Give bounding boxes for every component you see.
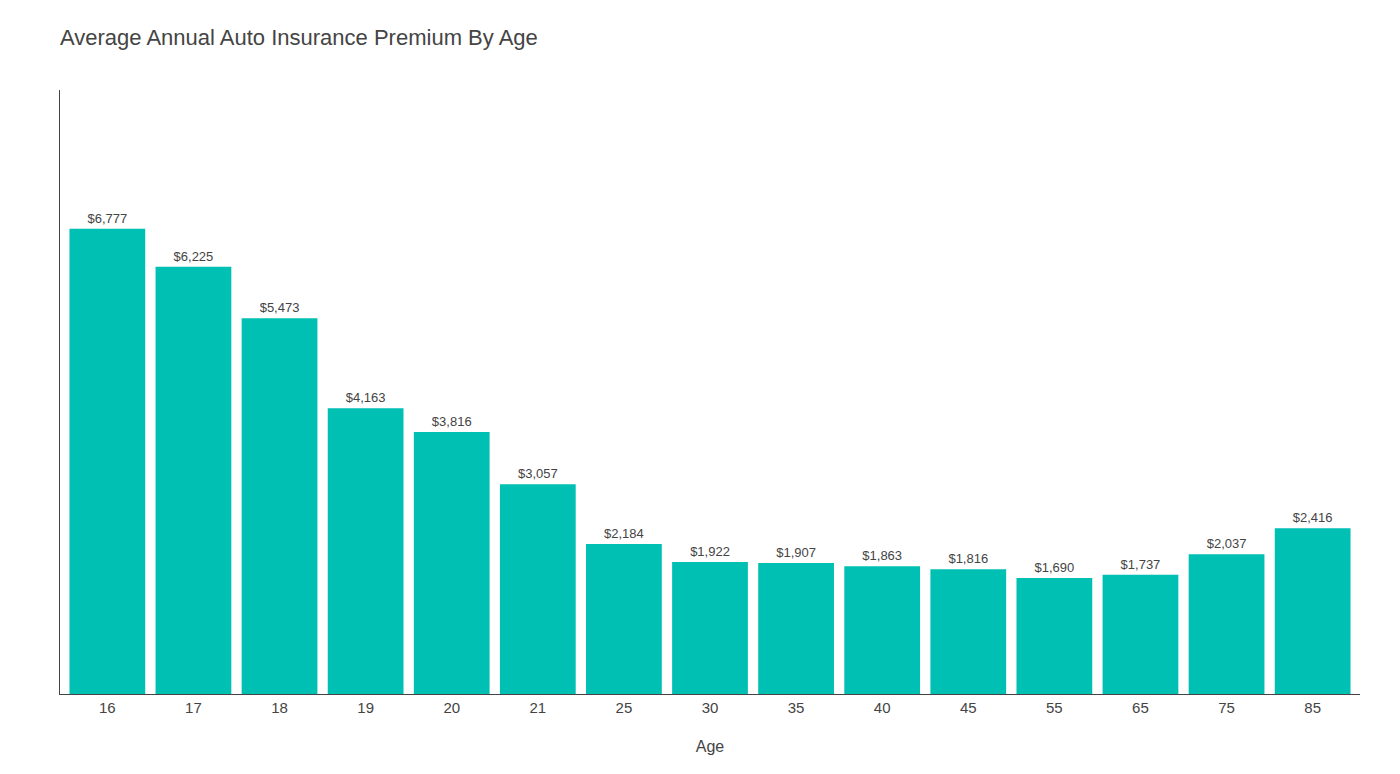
svg-text:75: 75 bbox=[1218, 699, 1235, 716]
svg-text:$3,057: $3,057 bbox=[518, 466, 558, 481]
svg-text:30: 30 bbox=[702, 699, 719, 716]
svg-text:$6,225: $6,225 bbox=[174, 249, 214, 264]
svg-text:20: 20 bbox=[443, 699, 460, 716]
svg-text:25: 25 bbox=[616, 699, 633, 716]
svg-text:$1,737: $1,737 bbox=[1121, 557, 1161, 572]
svg-text:$2,037: $2,037 bbox=[1207, 536, 1247, 551]
svg-text:Age: Age bbox=[696, 738, 725, 755]
svg-text:$1,922: $1,922 bbox=[690, 544, 730, 559]
svg-text:85: 85 bbox=[1304, 699, 1321, 716]
svg-text:$1,863: $1,863 bbox=[862, 548, 902, 563]
svg-text:18: 18 bbox=[271, 699, 288, 716]
svg-text:$2,184: $2,184 bbox=[604, 526, 644, 541]
svg-text:16: 16 bbox=[99, 699, 116, 716]
svg-text:$5,473: $5,473 bbox=[260, 300, 300, 315]
svg-text:$1,690: $1,690 bbox=[1034, 560, 1074, 575]
svg-text:$2,416: $2,416 bbox=[1293, 510, 1333, 525]
svg-text:Average Annual Auto Insurance: Average Annual Auto Insurance Premium By… bbox=[60, 25, 538, 50]
svg-text:17: 17 bbox=[185, 699, 202, 716]
svg-text:$3,816: $3,816 bbox=[432, 414, 472, 429]
svg-text:45: 45 bbox=[960, 699, 977, 716]
svg-text:65: 65 bbox=[1132, 699, 1149, 716]
svg-text:21: 21 bbox=[529, 699, 546, 716]
svg-text:55: 55 bbox=[1046, 699, 1063, 716]
svg-text:$1,816: $1,816 bbox=[948, 551, 988, 566]
svg-text:$4,163: $4,163 bbox=[346, 390, 386, 405]
svg-text:$1,907: $1,907 bbox=[776, 545, 816, 560]
svg-text:$6,777: $6,777 bbox=[87, 211, 127, 226]
svg-text:40: 40 bbox=[874, 699, 891, 716]
svg-text:19: 19 bbox=[357, 699, 374, 716]
svg-text:35: 35 bbox=[788, 699, 805, 716]
